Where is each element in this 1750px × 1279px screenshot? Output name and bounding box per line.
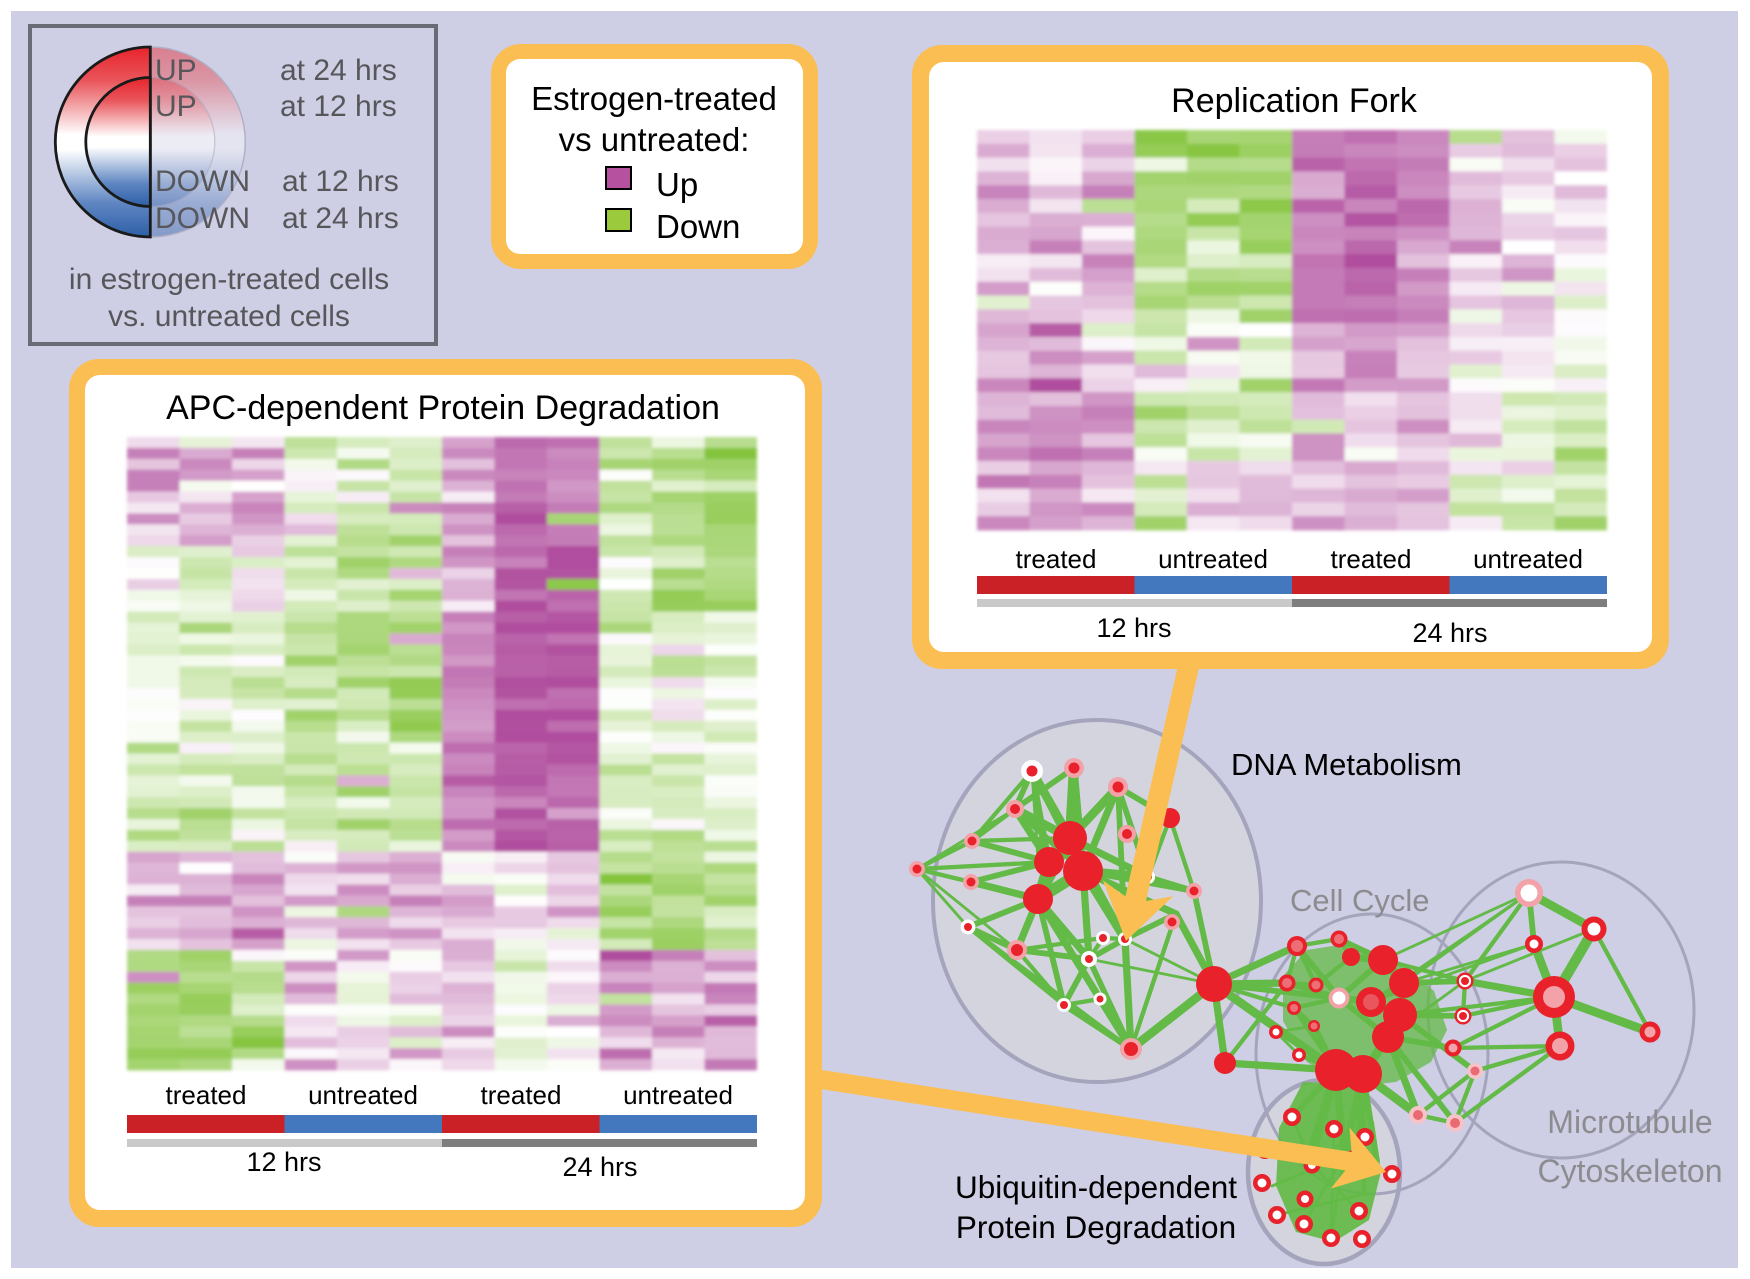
svg-text:vs. untreated cells: vs. untreated cells	[108, 300, 350, 333]
svg-text:24 hrs: 24 hrs	[1412, 618, 1487, 648]
svg-text:DNA Metabolism: DNA Metabolism	[1231, 747, 1462, 782]
svg-text:Microtubule: Microtubule	[1547, 1104, 1712, 1140]
svg-text:treated: treated	[166, 1080, 247, 1110]
svg-text:at 24 hrs: at 24 hrs	[282, 202, 399, 235]
svg-text:treated: treated	[1016, 544, 1097, 574]
svg-text:12 hrs: 12 hrs	[246, 1147, 321, 1177]
svg-text:12 hrs: 12 hrs	[1096, 613, 1171, 643]
svg-text:untreated: untreated	[623, 1080, 733, 1110]
svg-text:DOWN: DOWN	[155, 202, 250, 235]
svg-text:at 12 hrs: at 12 hrs	[282, 165, 399, 198]
svg-text:DOWN: DOWN	[155, 165, 250, 198]
svg-text:UP: UP	[155, 54, 197, 87]
svg-text:UP: UP	[155, 90, 197, 123]
svg-text:APC-dependent Protein Degradat: APC-dependent Protein Degradation	[166, 389, 720, 427]
svg-text:Replication Fork: Replication Fork	[1171, 82, 1418, 120]
svg-text:treated: treated	[1331, 544, 1412, 574]
svg-text:Ubiquitin-dependent: Ubiquitin-dependent	[955, 1169, 1237, 1205]
svg-text:Cytoskeleton: Cytoskeleton	[1538, 1153, 1723, 1189]
svg-text:Up: Up	[656, 166, 698, 203]
svg-text:Down: Down	[656, 208, 740, 245]
svg-text:in estrogen-treated cells: in estrogen-treated cells	[69, 263, 389, 296]
svg-text:untreated: untreated	[1473, 544, 1583, 574]
svg-text:treated: treated	[481, 1080, 562, 1110]
svg-text:24 hrs: 24 hrs	[562, 1152, 637, 1182]
svg-text:vs untreated:: vs untreated:	[559, 121, 750, 158]
svg-text:Cell Cycle: Cell Cycle	[1290, 883, 1430, 918]
svg-text:Protein Degradation: Protein Degradation	[956, 1209, 1236, 1245]
svg-text:untreated: untreated	[308, 1080, 418, 1110]
svg-text:at 12 hrs: at 12 hrs	[280, 90, 397, 123]
svg-text:Estrogen-treated: Estrogen-treated	[531, 80, 777, 117]
svg-text:untreated: untreated	[1158, 544, 1268, 574]
svg-text:at 24 hrs: at 24 hrs	[280, 54, 397, 87]
